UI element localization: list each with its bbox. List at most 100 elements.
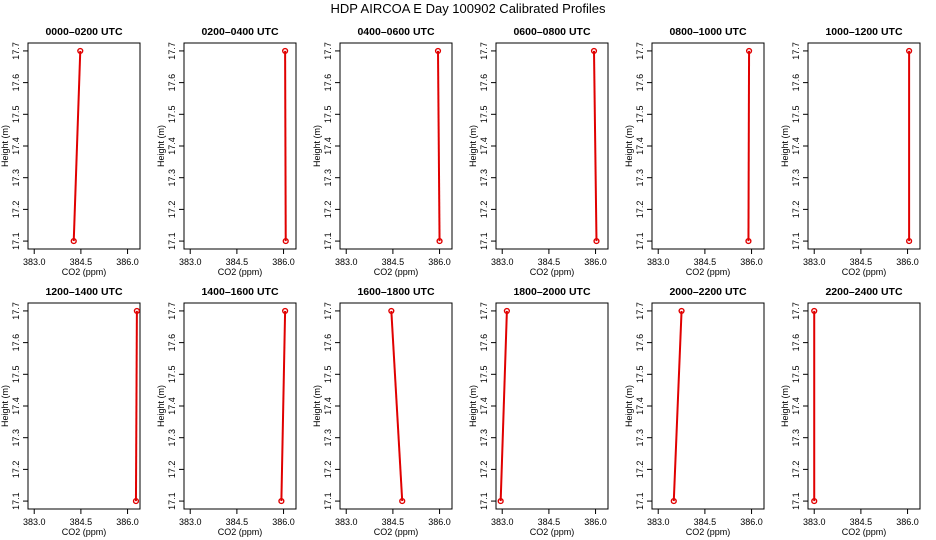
x-tick-label: 383.0 bbox=[803, 257, 826, 267]
data-point bbox=[811, 307, 818, 315]
plot-frame bbox=[27, 302, 141, 510]
data-point bbox=[282, 237, 289, 245]
y-tick-label: 17.1 bbox=[167, 492, 177, 510]
y-tick-label: 17.6 bbox=[11, 334, 21, 352]
x-axis-label: CO2 (ppm) bbox=[842, 267, 887, 277]
y-tick-label: 17.4 bbox=[11, 397, 21, 415]
y-axis-label: Height (m) bbox=[780, 125, 790, 167]
y-tick-label: 17.6 bbox=[479, 334, 489, 352]
plot-frame bbox=[339, 42, 453, 250]
y-axis-label: Height (m) bbox=[0, 385, 10, 427]
y-tick-label: 17.5 bbox=[323, 106, 333, 124]
y-tick-label: 17.2 bbox=[11, 201, 21, 219]
x-tick-label: 383.0 bbox=[335, 257, 358, 267]
data-point bbox=[745, 47, 753, 55]
x-axis-label: CO2 (ppm) bbox=[62, 527, 107, 537]
x-tick-label: 386.0 bbox=[116, 257, 139, 267]
y-tick-label: 17.5 bbox=[11, 106, 21, 124]
y-tick-label: 17.2 bbox=[479, 201, 489, 219]
y-tick-label: 17.2 bbox=[167, 201, 177, 219]
x-tick-label: 386.0 bbox=[428, 257, 451, 267]
profile-line bbox=[284, 50, 287, 242]
data-point bbox=[132, 497, 140, 505]
y-tick-label: 17.4 bbox=[791, 137, 801, 155]
data-point bbox=[811, 497, 818, 505]
x-axis-label: CO2 (ppm) bbox=[62, 267, 107, 277]
y-tick-label: 17.6 bbox=[167, 74, 177, 92]
profile-line bbox=[747, 50, 751, 242]
profile-panel-11: 2000–2200 UTC 17.1 17.2 17.3 17.4 17.5 17.6 17.… bbox=[624, 286, 765, 537]
panel-title: 1200–1400 UTC bbox=[45, 286, 122, 298]
x-tick-label: 383.0 bbox=[647, 517, 670, 527]
x-tick-label: 386.0 bbox=[896, 517, 919, 527]
profile-line bbox=[390, 310, 404, 502]
x-tick-label: 386.0 bbox=[584, 517, 607, 527]
y-tick-label: 17.1 bbox=[11, 492, 21, 510]
y-tick-label: 17.7 bbox=[167, 302, 177, 320]
y-tick-label: 17.3 bbox=[479, 429, 489, 447]
profile-panel-4: 0600–0800 UTC 17.1 17.2 17.3 17.4 17.5 17.6 17.… bbox=[468, 26, 609, 277]
y-tick-label: 17.5 bbox=[323, 366, 333, 384]
data-point bbox=[497, 497, 504, 505]
x-axis-label: CO2 (ppm) bbox=[686, 527, 731, 537]
y-tick-label: 17.3 bbox=[11, 169, 21, 187]
x-axis-label: CO2 (ppm) bbox=[218, 527, 263, 537]
y-tick-label: 17.3 bbox=[323, 429, 333, 447]
panel-title: 2000–2200 UTC bbox=[669, 286, 746, 298]
plot-frame bbox=[27, 42, 141, 250]
y-tick-label: 17.5 bbox=[167, 366, 177, 384]
y-tick-label: 17.4 bbox=[791, 397, 801, 415]
y-tick-label: 17.1 bbox=[635, 492, 645, 510]
x-axis-label: CO2 (ppm) bbox=[374, 527, 419, 537]
y-tick-label: 17.3 bbox=[11, 429, 21, 447]
panel-title: 0600–0800 UTC bbox=[513, 26, 590, 38]
x-tick-label: 384.5 bbox=[382, 517, 405, 527]
x-tick-label: 384.5 bbox=[226, 517, 249, 527]
y-tick-label: 17.3 bbox=[635, 169, 645, 187]
x-tick-label: 386.0 bbox=[116, 517, 139, 527]
data-point bbox=[436, 237, 443, 245]
y-tick-label: 17.5 bbox=[635, 366, 645, 384]
x-tick-label: 384.5 bbox=[226, 257, 249, 267]
x-tick-label: 383.0 bbox=[335, 517, 358, 527]
y-tick-label: 17.6 bbox=[323, 334, 333, 352]
y-axis-label: Height (m) bbox=[624, 125, 634, 167]
profile-panel-5: 0800–1000 UTC 17.1 17.2 17.3 17.4 17.5 17.6 17.… bbox=[624, 26, 765, 277]
plot-frame bbox=[807, 302, 921, 510]
y-tick-label: 17.3 bbox=[167, 169, 177, 187]
y-tick-label: 17.5 bbox=[635, 106, 645, 124]
y-axis-label: Height (m) bbox=[156, 125, 166, 167]
y-tick-label: 17.2 bbox=[167, 461, 177, 479]
plot-frame bbox=[651, 42, 765, 250]
x-axis-label: CO2 (ppm) bbox=[530, 527, 575, 537]
y-tick-label: 17.7 bbox=[11, 302, 21, 320]
plot-frame bbox=[495, 302, 609, 510]
x-axis-label: CO2 (ppm) bbox=[374, 267, 419, 277]
y-tick-label: 17.5 bbox=[479, 366, 489, 384]
x-tick-label: 384.5 bbox=[70, 517, 93, 527]
data-point bbox=[906, 47, 913, 55]
data-point bbox=[503, 307, 510, 315]
x-tick-label: 384.5 bbox=[850, 517, 873, 527]
y-tick-label: 17.3 bbox=[791, 169, 801, 187]
x-tick-label: 384.5 bbox=[694, 257, 717, 267]
panel-title: 1000–1200 UTC bbox=[825, 26, 902, 38]
y-tick-label: 17.5 bbox=[791, 106, 801, 124]
profile-panel-6: 1000–1200 UTC 17.1 17.2 17.3 17.4 17.5 17.6 17.… bbox=[780, 26, 921, 277]
panel-title: 1800–2000 UTC bbox=[513, 286, 590, 298]
data-point bbox=[678, 307, 685, 315]
y-tick-label: 17.6 bbox=[323, 74, 333, 92]
y-tick-label: 17.6 bbox=[791, 334, 801, 352]
y-tick-label: 17.4 bbox=[323, 397, 333, 415]
y-tick-label: 17.2 bbox=[635, 461, 645, 479]
y-tick-label: 17.4 bbox=[323, 137, 333, 155]
data-point bbox=[434, 47, 442, 55]
x-tick-label: 383.0 bbox=[23, 517, 46, 527]
data-point bbox=[278, 497, 285, 505]
y-tick-label: 17.1 bbox=[635, 232, 645, 250]
y-tick-label: 17.4 bbox=[167, 137, 177, 155]
y-tick-label: 17.5 bbox=[11, 366, 21, 384]
x-tick-label: 384.5 bbox=[850, 257, 873, 267]
y-tick-label: 17.4 bbox=[635, 137, 645, 155]
y-tick-label: 17.2 bbox=[791, 201, 801, 219]
